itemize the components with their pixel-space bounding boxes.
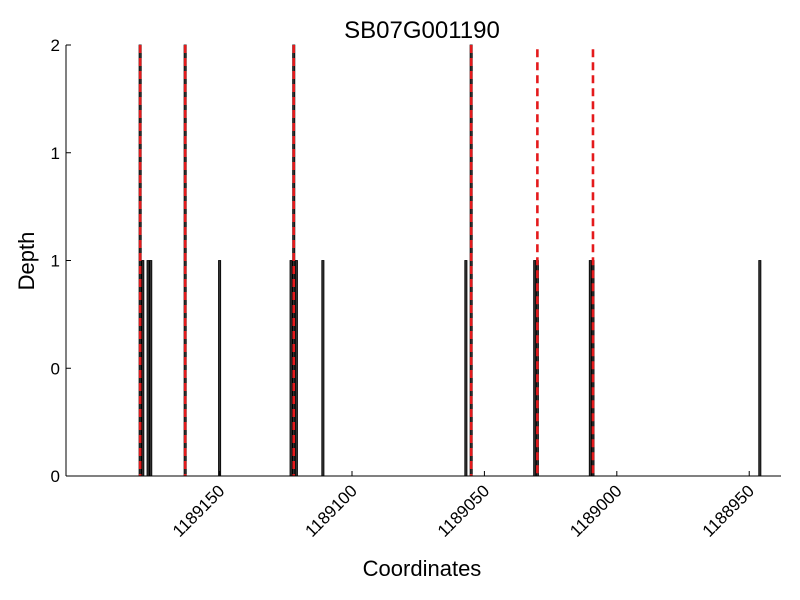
- x-axis-label: Coordinates: [363, 556, 482, 581]
- depth-bar: [321, 260, 325, 477]
- depth-bar: [588, 260, 592, 477]
- depth-bar: [218, 260, 222, 477]
- y-tick-label: 1: [51, 144, 60, 163]
- depth-bar: [533, 260, 537, 477]
- depth-bar: [294, 260, 298, 477]
- depth-bar: [141, 260, 145, 477]
- x-axis-ticks: 1189150 1189100 1189050 1189000 1188950: [169, 471, 758, 541]
- y-tick-label: 1: [51, 252, 60, 271]
- y-tick-label: 0: [51, 467, 60, 486]
- x-tick-label: 1189050: [434, 481, 493, 540]
- depth-bar: [464, 260, 468, 477]
- y-tick-label: 0: [51, 359, 60, 378]
- depth-bar: [149, 260, 153, 477]
- chart-title: SB07G001190: [344, 17, 500, 44]
- y-tick-label: 2: [51, 36, 60, 55]
- marker-lines: [138, 45, 595, 476]
- x-tick-label: 1189100: [301, 481, 360, 540]
- bar-series: [138, 44, 762, 477]
- x-tick-label: 1189150: [169, 481, 228, 540]
- y-axis-ticks: 0 0 1 1 2: [51, 36, 71, 486]
- depth-bar: [758, 260, 762, 477]
- y-axis-label: Depth: [14, 232, 39, 291]
- x-tick-label: 1188950: [699, 481, 758, 540]
- depth-bar: [146, 260, 150, 477]
- depth-bar: [289, 260, 293, 477]
- x-tick-label: 1189000: [566, 481, 625, 540]
